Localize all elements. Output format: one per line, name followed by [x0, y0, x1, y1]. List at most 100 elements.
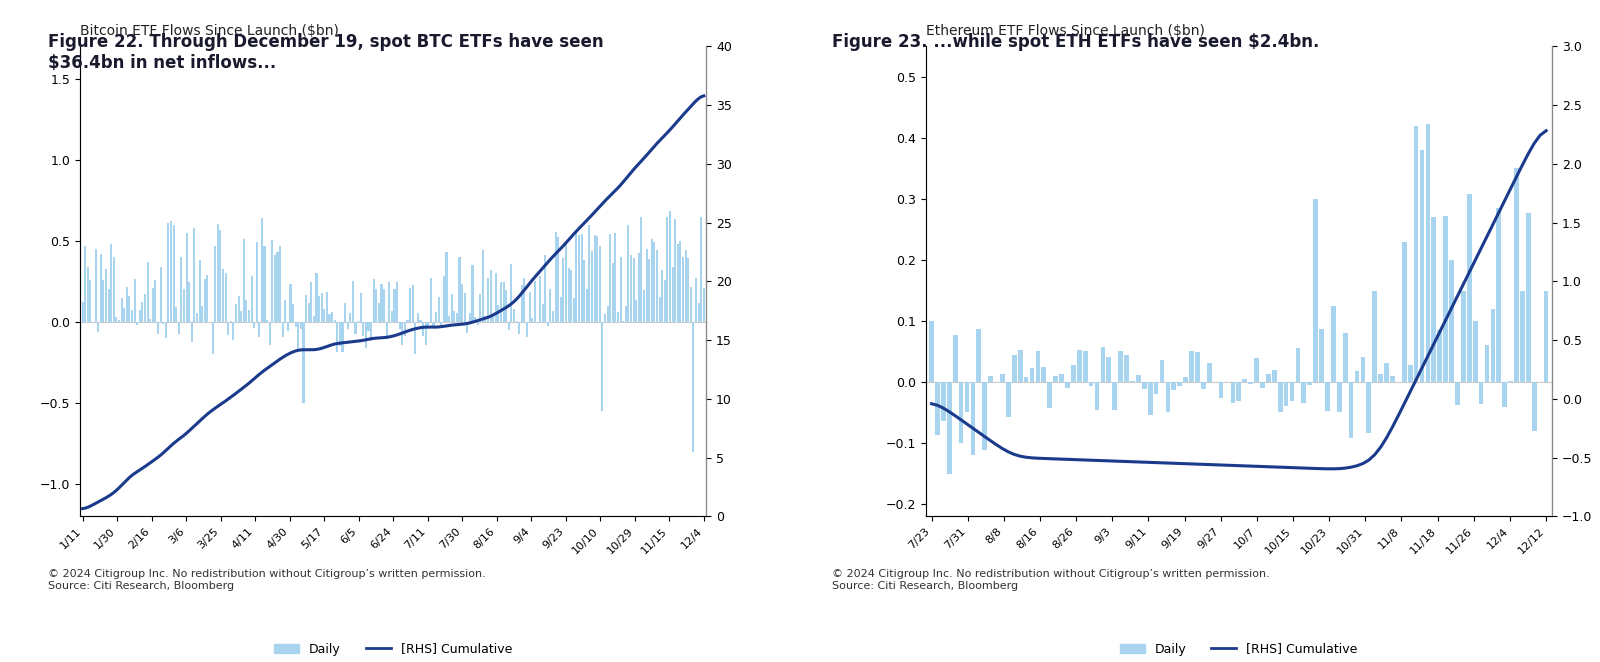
Bar: [282, 322, 283, 336]
Bar: [1237, 382, 1242, 401]
Bar: [173, 224, 174, 322]
Bar: [498, 305, 499, 322]
Bar: [336, 322, 338, 352]
Bar: [640, 216, 643, 322]
Bar: [1301, 382, 1306, 402]
Bar: [368, 322, 370, 331]
Bar: [418, 313, 419, 322]
Text: Bitcoin ETF Flows Since Launch ($bn): Bitcoin ETF Flows Since Launch ($bn): [80, 24, 339, 38]
Bar: [272, 240, 274, 322]
Bar: [507, 322, 510, 330]
Bar: [501, 282, 502, 322]
Bar: [1136, 375, 1141, 382]
Bar: [427, 322, 429, 327]
Bar: [258, 322, 261, 336]
Bar: [438, 297, 440, 322]
Bar: [459, 257, 461, 322]
Bar: [682, 257, 685, 322]
Bar: [1219, 382, 1224, 397]
Bar: [486, 278, 490, 322]
Bar: [1261, 382, 1266, 388]
Bar: [302, 322, 304, 403]
Bar: [216, 224, 219, 322]
Bar: [1077, 350, 1082, 382]
Bar: [1006, 382, 1011, 417]
Bar: [232, 322, 234, 340]
Bar: [403, 322, 406, 336]
Bar: [1011, 355, 1016, 382]
Text: Figure 23. ...while spot ETH ETFs have seen $2.4bn.: Figure 23. ...while spot ETH ETFs have s…: [832, 33, 1320, 51]
Bar: [1432, 217, 1437, 382]
Bar: [1325, 382, 1330, 411]
Bar: [582, 260, 586, 322]
Bar: [1018, 350, 1022, 382]
Bar: [1160, 360, 1165, 382]
Bar: [133, 279, 136, 322]
Bar: [1373, 291, 1378, 382]
Bar: [110, 244, 112, 322]
Bar: [701, 216, 702, 322]
Bar: [355, 322, 357, 334]
Bar: [1443, 216, 1448, 382]
Bar: [1107, 357, 1110, 382]
Bar: [469, 313, 470, 322]
Bar: [360, 293, 362, 322]
Bar: [370, 322, 373, 341]
Bar: [1402, 242, 1406, 382]
Bar: [202, 306, 203, 322]
Bar: [293, 304, 294, 322]
Bar: [952, 335, 957, 382]
Bar: [373, 279, 374, 322]
Bar: [341, 322, 344, 352]
Bar: [573, 299, 574, 322]
Bar: [106, 269, 107, 322]
Bar: [680, 241, 682, 322]
Bar: [490, 270, 491, 322]
Bar: [666, 216, 669, 322]
Bar: [86, 267, 90, 322]
Bar: [941, 382, 946, 421]
Bar: [976, 329, 981, 382]
Bar: [1165, 382, 1170, 412]
Bar: [334, 320, 336, 322]
Bar: [310, 283, 312, 322]
Bar: [382, 289, 386, 322]
Bar: [1266, 373, 1270, 382]
Text: Figure 22. Through December 19, spot BTC ETFs have seen
$36.4bn in net inflows..: Figure 22. Through December 19, spot BTC…: [48, 33, 603, 72]
Bar: [344, 303, 346, 322]
Bar: [253, 322, 254, 328]
Bar: [181, 258, 182, 322]
Bar: [123, 308, 125, 322]
Bar: [694, 278, 698, 322]
Bar: [494, 273, 498, 322]
Bar: [552, 311, 554, 322]
Bar: [1349, 382, 1354, 438]
Bar: [482, 250, 483, 322]
Bar: [1544, 291, 1549, 382]
Bar: [630, 255, 632, 322]
Bar: [194, 228, 195, 322]
Bar: [170, 221, 173, 322]
Bar: [318, 297, 320, 322]
Bar: [594, 234, 595, 322]
Bar: [1272, 370, 1277, 382]
Bar: [464, 293, 466, 322]
Bar: [1112, 382, 1117, 410]
Bar: [1178, 382, 1182, 386]
Bar: [560, 297, 562, 322]
Bar: [222, 269, 224, 322]
Bar: [214, 246, 216, 322]
Bar: [136, 322, 138, 324]
Bar: [445, 252, 448, 322]
Bar: [1230, 382, 1235, 403]
Bar: [430, 278, 432, 322]
Bar: [576, 233, 578, 322]
Bar: [562, 258, 565, 322]
Bar: [237, 296, 240, 322]
Bar: [120, 297, 123, 322]
Bar: [686, 258, 690, 322]
Bar: [306, 295, 307, 322]
Bar: [1242, 379, 1246, 382]
Bar: [298, 322, 299, 349]
Bar: [315, 273, 317, 322]
